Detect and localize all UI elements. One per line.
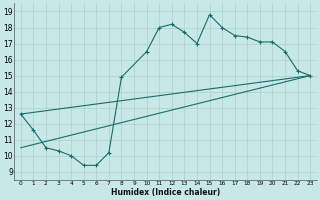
X-axis label: Humidex (Indice chaleur): Humidex (Indice chaleur) xyxy=(111,188,220,197)
